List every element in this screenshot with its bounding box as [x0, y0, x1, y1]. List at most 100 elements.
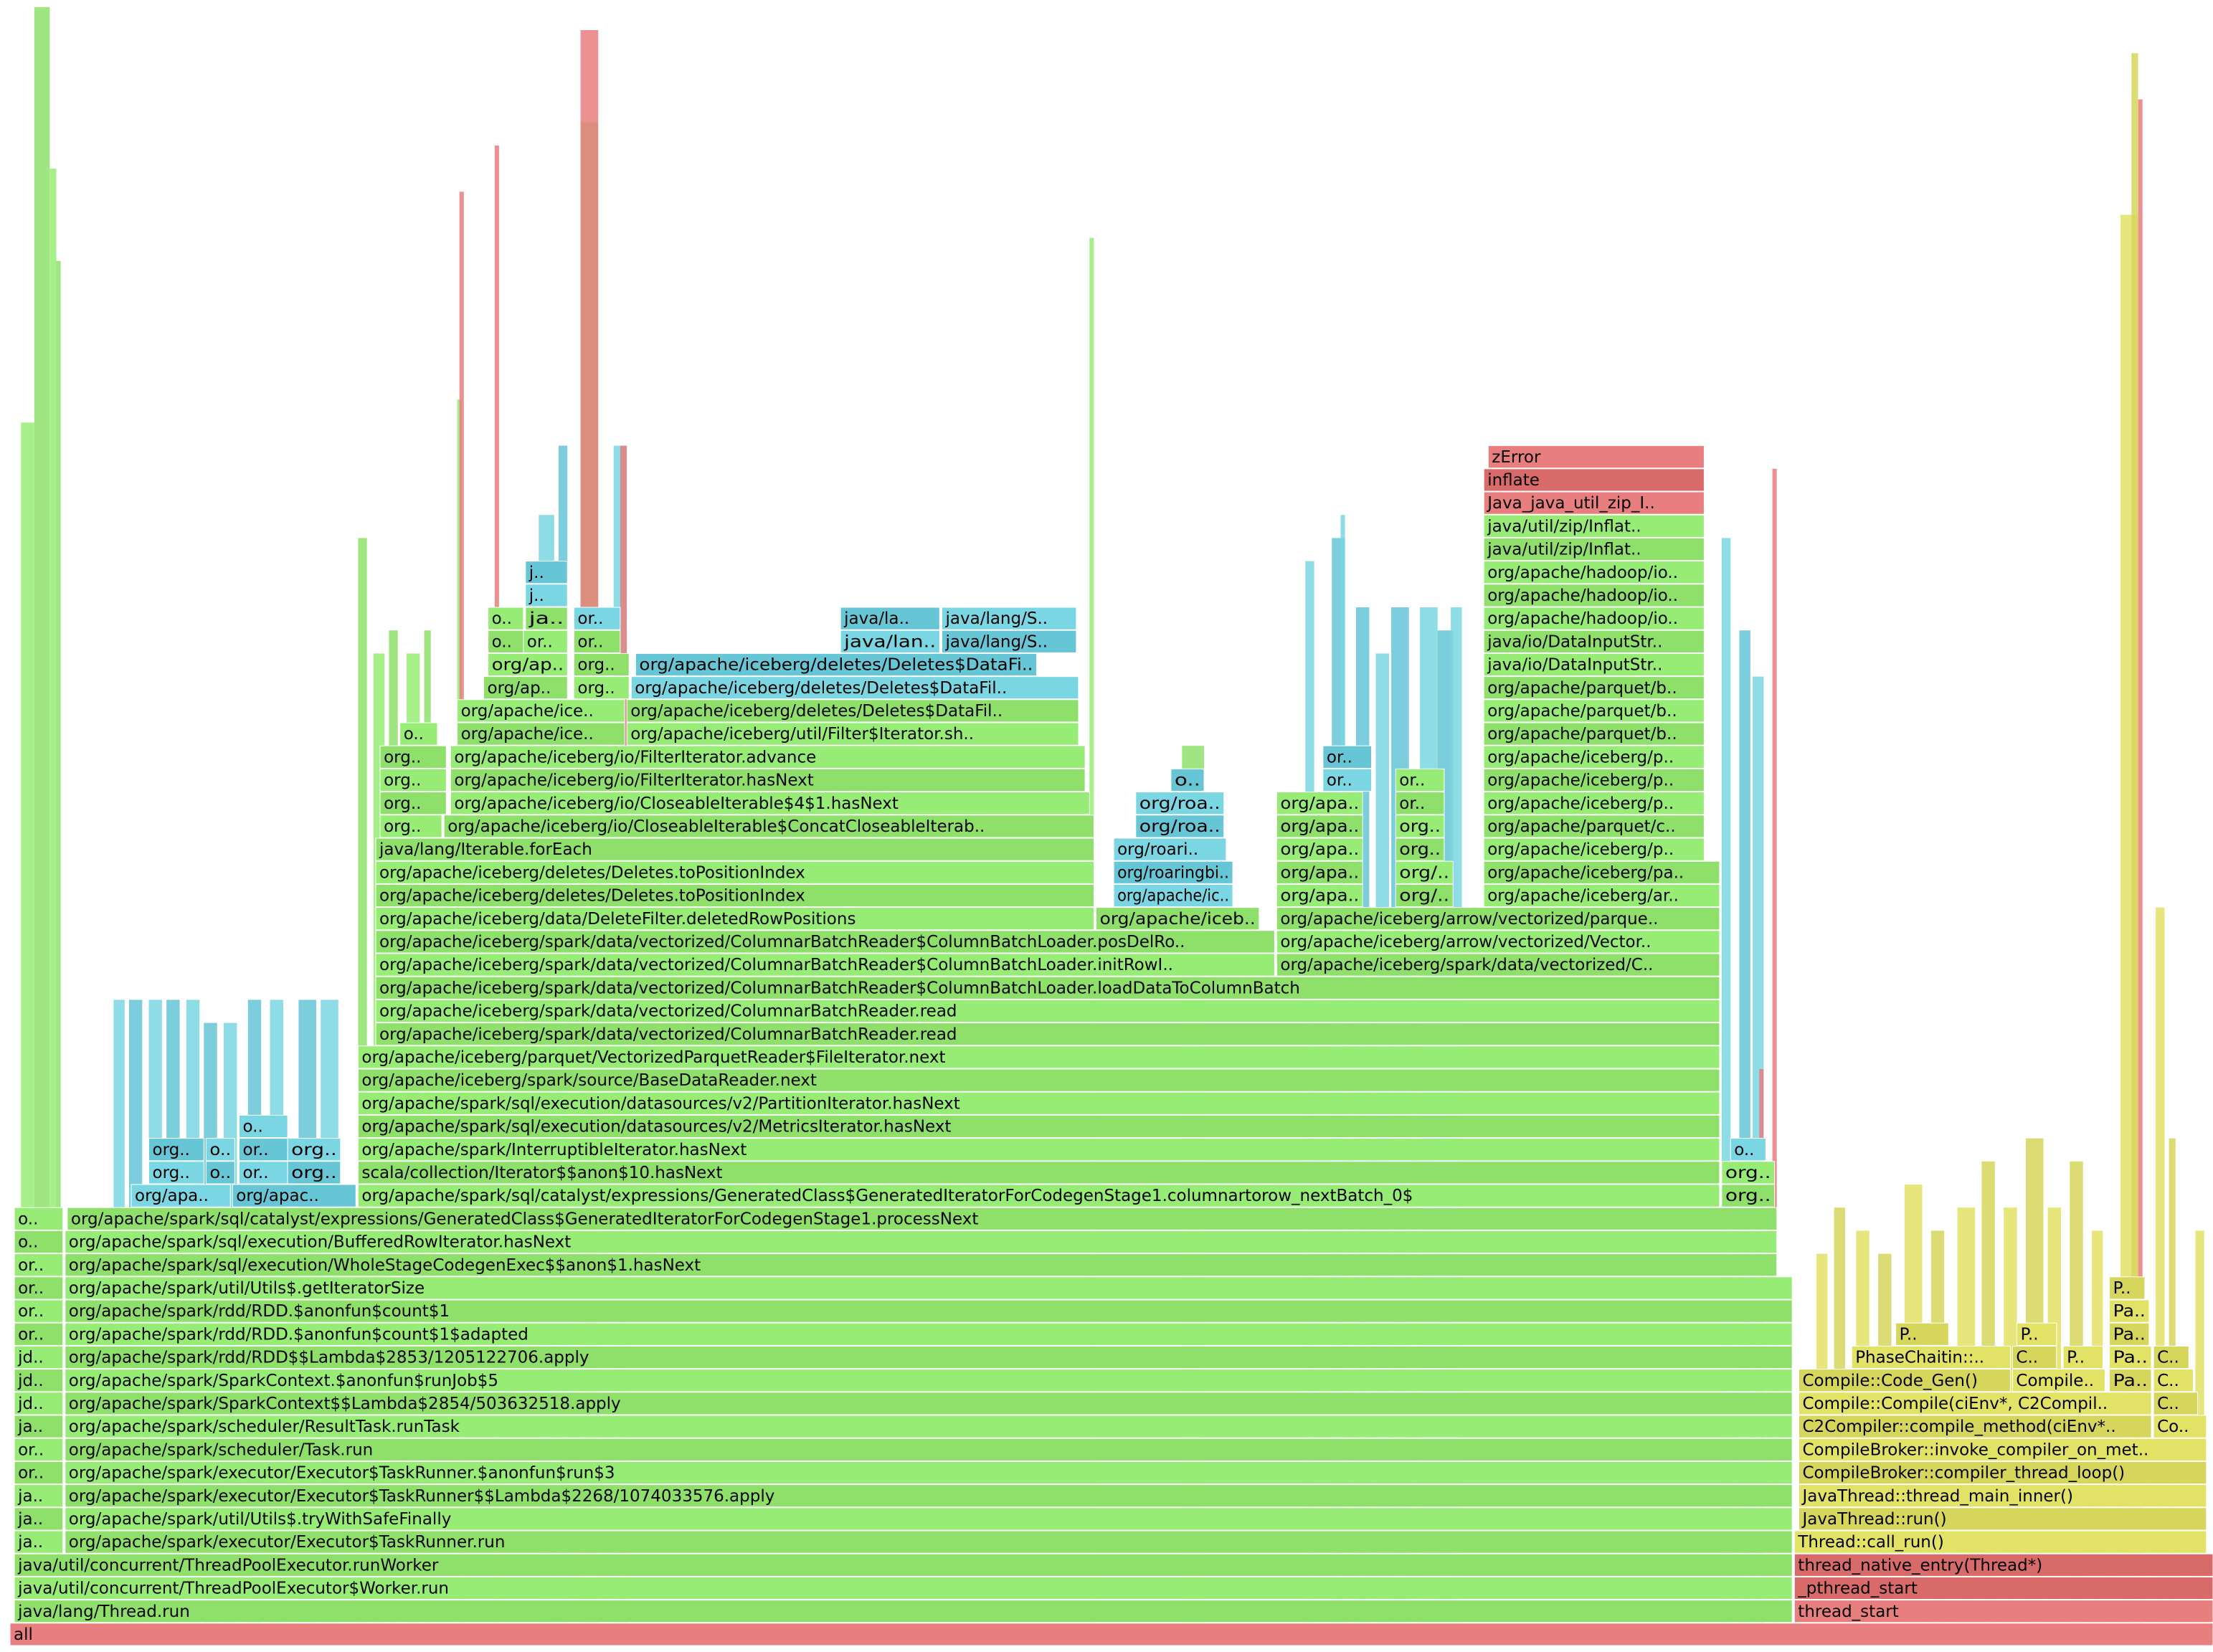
flame-frame[interactable]: org/apache/iceberg/spark/data/vectorized…: [375, 999, 1720, 1023]
flame-frame-bar[interactable]: [14, 1392, 64, 1415]
flame-frame-bar[interactable]: [450, 792, 1090, 815]
flame-frame-bar[interactable]: [14, 1553, 1793, 1577]
flame-frame[interactable]: or..: [523, 630, 568, 653]
flame-frame-bar[interactable]: [1113, 883, 1233, 908]
flame-frame-bar[interactable]: [14, 1415, 64, 1438]
flame-frame-bar[interactable]: [525, 607, 568, 630]
flame-frame[interactable]: org/apache/iceberg/p..: [1483, 792, 1705, 815]
flame-frame-bar[interactable]: [14, 1299, 64, 1323]
flame-frame[interactable]: Compile::Code_Gen(): [1799, 1369, 2011, 1392]
flame-frame[interactable]: o..: [399, 722, 438, 746]
flame-frame-bar[interactable]: [1113, 837, 1227, 861]
flame-frame-bar[interactable]: [1395, 883, 1454, 908]
flame-frame[interactable]: or..: [1395, 792, 1445, 815]
flame-frame[interactable]: org..: [287, 1138, 341, 1162]
flame-frame-bar[interactable]: [375, 999, 1720, 1023]
flame-frame[interactable]: org/apache/iceberg/spark/data/vectorized…: [375, 976, 1720, 1000]
flame-frame[interactable]: _pthread_start: [1793, 1576, 2213, 1600]
flame-frame[interactable]: org/ap..: [488, 652, 568, 677]
flame-frame-bar[interactable]: [1276, 907, 1720, 931]
flame-frame-bar[interactable]: [1483, 561, 1705, 584]
flame-frame-bar[interactable]: [1276, 883, 1363, 908]
flame-frame[interactable]: Thread::call_run(): [1793, 1530, 2207, 1554]
flame-frame[interactable]: o..: [488, 607, 524, 630]
flame-frame[interactable]: org..: [1721, 1184, 1776, 1207]
flame-frame-bar[interactable]: [1483, 860, 1720, 884]
flame-frame[interactable]: C..: [2153, 1369, 2194, 1392]
flame-frame[interactable]: org..: [573, 676, 630, 700]
flame-frame-bar[interactable]: [2109, 1345, 2152, 1369]
flame-frame[interactable]: org/apache/iceberg/arrow/vectorized/Vect…: [1276, 930, 1720, 954]
flame-frame[interactable]: o..: [239, 1114, 288, 1139]
flame-frame-bar[interactable]: [1721, 1161, 1776, 1185]
flame-frame-bar[interactable]: [1483, 815, 1705, 838]
flame-frame[interactable]: org/apache/spark/sql/execution/BufferedR…: [65, 1230, 1778, 1254]
flame-frame[interactable]: zError: [1487, 445, 1705, 469]
flame-frame[interactable]: org..: [1395, 815, 1445, 838]
flame-frame-bar[interactable]: [1395, 837, 1445, 861]
flame-frame[interactable]: org/apache/hadoop/io..: [1483, 584, 1705, 607]
flame-frame[interactable]: org/roa..: [1135, 792, 1225, 815]
flame-frame[interactable]: java/util/concurrent/ThreadPoolExecutor$…: [14, 1576, 1793, 1600]
flame-frame-bar[interactable]: [2011, 1369, 2105, 1392]
flame-frame[interactable]: C..: [2153, 1392, 2199, 1415]
flame-frame-bar[interactable]: [1483, 745, 1705, 769]
flame-frame-bar[interactable]: [239, 1138, 288, 1162]
flame-frame-bar[interactable]: [2153, 1415, 2207, 1438]
flame-frame-bar[interactable]: [14, 1322, 64, 1346]
flame-frame[interactable]: org/apache/parquet/b..: [1483, 722, 1705, 746]
flame-frame-bar[interactable]: [357, 1138, 1720, 1162]
flame-frame-bar[interactable]: [1483, 676, 1705, 700]
flame-frame-bar[interactable]: [457, 722, 625, 746]
flame-frame-bar[interactable]: [1135, 792, 1225, 815]
flame-frame-bar[interactable]: [488, 607, 524, 630]
flame-frame-bar[interactable]: [379, 745, 447, 769]
flame-frame[interactable]: or..: [14, 1438, 64, 1461]
flame-spike[interactable]: [1772, 468, 1777, 1623]
flame-frame[interactable]: or..: [1322, 745, 1373, 769]
flame-frame-bar[interactable]: [287, 1138, 341, 1162]
flame-frame-bar[interactable]: [1395, 860, 1454, 884]
flame-frame[interactable]: o..: [205, 1161, 235, 1185]
flame-frame[interactable]: or..: [239, 1138, 288, 1162]
flame-frame[interactable]: org..: [573, 652, 630, 677]
flame-frame[interactable]: or..: [14, 1461, 64, 1485]
flame-frame-bar[interactable]: [483, 676, 568, 700]
flame-frame[interactable]: or..: [14, 1253, 64, 1277]
flame-frame-bar[interactable]: [1395, 815, 1445, 838]
flame-frame-bar[interactable]: [65, 1369, 1793, 1392]
flame-frame[interactable]: or..: [14, 1299, 64, 1323]
flame-frame[interactable]: org/apache/spark/executor/Executor$TaskR…: [65, 1461, 1793, 1485]
flame-frame[interactable]: o..: [1170, 768, 1205, 792]
flame-frame-bar[interactable]: [1483, 584, 1705, 607]
flame-frame-bar[interactable]: [65, 1438, 1793, 1461]
flame-frame[interactable]: or..: [1395, 768, 1445, 792]
flame-frame[interactable]: org/apache/iceb..: [1096, 907, 1260, 931]
flame-frame-bar[interactable]: [626, 722, 1079, 746]
flame-frame[interactable]: org/apache/iceberg/deletes/Deletes.toPos…: [375, 860, 1094, 884]
flame-frame-bar[interactable]: [488, 652, 568, 677]
flame-frame[interactable]: org/..: [1395, 883, 1454, 908]
flame-frame[interactable]: o..: [1730, 1138, 1766, 1162]
flame-frame-bar[interactable]: [375, 953, 1275, 977]
flame-frame-bar[interactable]: [1113, 860, 1233, 884]
flame-frame[interactable]: java/util/concurrent/ThreadPoolExecutor.…: [14, 1553, 1793, 1577]
flame-frame[interactable]: java/util/zip/Inflat..: [1483, 514, 1705, 538]
flame-frame-bar[interactable]: [840, 607, 940, 630]
flame-frame[interactable]: JavaThread::run(): [1799, 1507, 2207, 1531]
flame-frame[interactable]: Pa..: [2109, 1369, 2152, 1392]
flame-frame[interactable]: org/apache/iceberg/io/CloseableIterable$…: [450, 792, 1090, 815]
flame-frame[interactable]: jd..: [14, 1369, 64, 1392]
flame-frame-bar[interactable]: [457, 699, 625, 723]
flame-frame-bar[interactable]: [65, 1276, 1793, 1300]
flame-frame[interactable]: org/apa..: [1276, 883, 1363, 908]
flame-frame[interactable]: java/lang/Iterable.forEach: [375, 837, 1094, 861]
flame-frame[interactable]: ja..: [14, 1530, 64, 1554]
flame-frame-bar[interactable]: [14, 1207, 64, 1230]
flame-frame[interactable]: org/apache/spark/sql/execution/datasourc…: [357, 1114, 1720, 1139]
flame-frame[interactable]: or..: [573, 630, 621, 653]
flame-frame[interactable]: org/apache/iceberg/io/CloseableIterable$…: [443, 815, 1094, 838]
flame-frame[interactable]: org/apache/spark/util/Utils$.getIterator…: [65, 1276, 1793, 1300]
flame-frame-bar[interactable]: [1799, 1392, 2152, 1415]
flame-frame-bar[interactable]: [1483, 652, 1705, 677]
